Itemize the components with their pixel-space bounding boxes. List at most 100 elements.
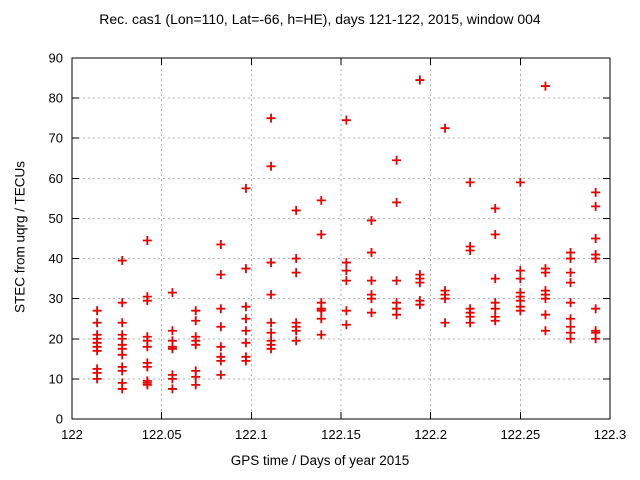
- data-point: [241, 326, 251, 336]
- data-point: [142, 362, 152, 372]
- data-point: [142, 342, 152, 352]
- data-point: [515, 306, 525, 316]
- data-point: [117, 318, 127, 328]
- data-point: [465, 246, 475, 256]
- data-point: [415, 75, 425, 85]
- data-point: [341, 276, 351, 286]
- data-point: [566, 268, 576, 278]
- data-point: [142, 380, 152, 390]
- data-point: [490, 203, 500, 213]
- data-point: [316, 314, 326, 324]
- data-point: [392, 197, 402, 207]
- data-point: [117, 366, 127, 376]
- data-point: [92, 318, 102, 328]
- data-point: [341, 320, 351, 330]
- data-point: [440, 294, 450, 304]
- data-point: [515, 177, 525, 187]
- data-point: [316, 229, 326, 239]
- data-point: [191, 316, 201, 326]
- data-point: [591, 187, 601, 197]
- data-point: [415, 278, 425, 288]
- data-point: [566, 254, 576, 264]
- data-point: [167, 288, 177, 298]
- data-point: [291, 326, 301, 336]
- data-point: [266, 113, 276, 123]
- data-points: [92, 75, 601, 394]
- data-point: [515, 274, 525, 284]
- x-tick-label: 122.15: [321, 427, 361, 442]
- data-point: [291, 254, 301, 264]
- data-point: [216, 370, 226, 380]
- data-point: [465, 177, 475, 187]
- data-point: [490, 229, 500, 239]
- data-point: [241, 183, 251, 193]
- data-point: [490, 316, 500, 326]
- data-point: [92, 346, 102, 356]
- data-point: [167, 326, 177, 336]
- y-tick-label: 70: [49, 131, 63, 146]
- y-tick-label: 10: [49, 371, 63, 386]
- data-point: [540, 326, 550, 336]
- data-point: [167, 374, 177, 384]
- data-point: [117, 256, 127, 266]
- data-point: [117, 384, 127, 394]
- data-point: [167, 344, 177, 354]
- y-tick-label: 30: [49, 291, 63, 306]
- data-point: [540, 81, 550, 91]
- x-tick-label: 122: [61, 427, 83, 442]
- data-point: [167, 384, 177, 394]
- data-point: [191, 306, 201, 316]
- data-point: [316, 195, 326, 205]
- data-point: [241, 338, 251, 348]
- data-point: [291, 205, 301, 215]
- data-point: [191, 372, 201, 382]
- y-tick-label: 90: [49, 51, 63, 66]
- data-point: [591, 201, 601, 211]
- data-point: [216, 356, 226, 366]
- data-point: [392, 276, 402, 286]
- data-point: [591, 304, 601, 314]
- data-point: [142, 236, 152, 246]
- y-tick-label: 0: [56, 412, 63, 427]
- y-tick-label: 40: [49, 251, 63, 266]
- data-point: [241, 356, 251, 366]
- y-tick-labels: 0 10 20 30 40 50 60 70 80 90: [49, 51, 63, 427]
- x-tick-label: 122.3: [594, 427, 627, 442]
- data-point: [341, 115, 351, 125]
- data-point: [566, 314, 576, 324]
- data-point: [591, 234, 601, 243]
- data-point: [266, 344, 276, 354]
- data-point: [216, 270, 226, 280]
- data-point: [266, 258, 276, 268]
- data-point: [465, 318, 475, 328]
- data-point: [591, 254, 601, 264]
- data-point: [392, 310, 402, 320]
- data-point: [392, 155, 402, 165]
- y-tick-label: 20: [49, 331, 63, 346]
- data-point: [415, 300, 425, 310]
- data-point: [515, 266, 525, 276]
- data-point: [291, 268, 301, 278]
- data-point: [566, 278, 576, 288]
- data-point: [191, 380, 201, 390]
- data-point: [291, 336, 301, 346]
- data-point: [490, 304, 500, 314]
- x-tick-label: 122.05: [142, 427, 182, 442]
- data-point: [92, 306, 102, 316]
- data-point: [216, 342, 226, 352]
- y-tick-label: 60: [49, 171, 63, 186]
- data-point: [540, 268, 550, 278]
- data-point: [540, 294, 550, 304]
- data-point: [142, 296, 152, 306]
- data-point: [266, 318, 276, 328]
- data-point: [316, 330, 326, 340]
- data-point: [591, 334, 601, 344]
- data-point: [366, 308, 376, 318]
- data-point: [566, 334, 576, 344]
- data-point: [241, 264, 251, 274]
- data-point: [241, 314, 251, 324]
- data-point: [490, 274, 500, 284]
- data-point: [440, 123, 450, 133]
